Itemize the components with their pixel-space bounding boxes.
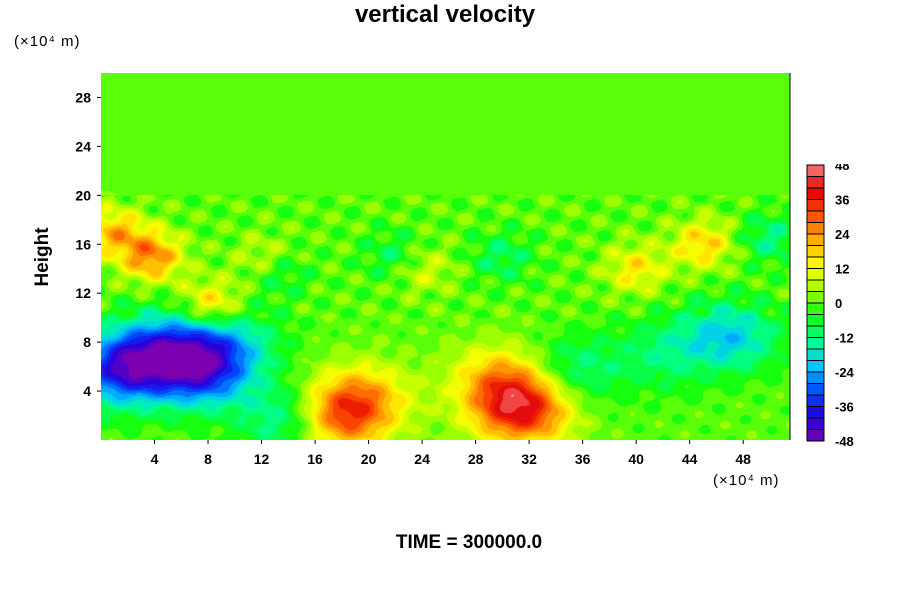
colorbar-tick-label: 12 (835, 262, 849, 277)
colorbar-band (807, 222, 824, 235)
colorbar-band (807, 337, 824, 350)
x-tick-label: 20 (361, 451, 377, 467)
y-axis-unit: (×10⁴ m) (14, 33, 81, 50)
chart-title: vertical velocity (354, 1, 536, 28)
x-tick-label: 4 (151, 451, 159, 467)
colorbar-band (807, 245, 824, 258)
colorbar-tick-label: 36 (835, 193, 849, 208)
heatmap-plot (101, 73, 790, 440)
colorbar-band (807, 395, 824, 407)
y-tick-label: 20 (75, 187, 91, 203)
x-tick-label: 48 (735, 451, 751, 467)
y-tick-label: 24 (75, 138, 91, 154)
colorbar-band (807, 372, 824, 384)
time-label: TIME = 300000.0 (395, 532, 543, 553)
x-tick-label: 44 (682, 451, 698, 467)
colorbar-band (807, 314, 824, 327)
colorbar-band (807, 234, 824, 246)
colorbar-tick-label: 48 (835, 164, 849, 173)
y-tick-label: 16 (75, 236, 91, 252)
colorbar-band (807, 211, 824, 223)
colorbar-band (807, 326, 824, 338)
x-tick-label: 32 (521, 451, 537, 467)
colorbar-band (807, 257, 824, 269)
colorbar-band (807, 349, 824, 361)
colorbar-tick-label: -36 (835, 400, 854, 415)
x-tick-label: 40 (628, 451, 644, 467)
x-tick-label: 12 (254, 451, 270, 467)
y-tick-label: 8 (83, 334, 91, 350)
colorbar-band (807, 188, 824, 200)
x-tick-label: 8 (204, 451, 212, 467)
x-tick-label: 16 (307, 451, 323, 467)
colorbar-tick-label: 0 (835, 296, 842, 311)
y-tick-label: 12 (75, 285, 91, 301)
x-axis-unit: (×10⁴ m) (713, 472, 780, 489)
colorbar-band (807, 176, 824, 189)
colorbar-band (807, 199, 824, 212)
colorbar-tick-label: -24 (835, 365, 855, 380)
colorbar-frame (806, 164, 825, 442)
colorbar-band (807, 429, 824, 442)
colorbar-tick-label: -12 (835, 331, 854, 346)
colorbar-band (807, 406, 824, 419)
colorbar-band (807, 165, 824, 177)
x-tick-label: 28 (468, 451, 484, 467)
colorbar-tick-label: -48 (835, 434, 854, 447)
x-tick-label: 24 (414, 451, 430, 467)
colorbar-band (807, 383, 824, 396)
y-tick-label: 28 (75, 89, 91, 105)
colorbar-band (807, 303, 824, 315)
colorbar-tick-label: 24 (835, 227, 850, 242)
colorbar-band (807, 418, 824, 430)
colorbar: 48 36 24 12 0 -12 -24 -36 -48 (806, 164, 855, 447)
colorbar-band (807, 268, 824, 281)
colorbar-band (807, 360, 824, 373)
colorbar-band (807, 280, 824, 292)
colorbar-band (807, 291, 824, 304)
y-tick-label: 4 (83, 383, 91, 399)
x-tick-label: 36 (575, 451, 591, 467)
